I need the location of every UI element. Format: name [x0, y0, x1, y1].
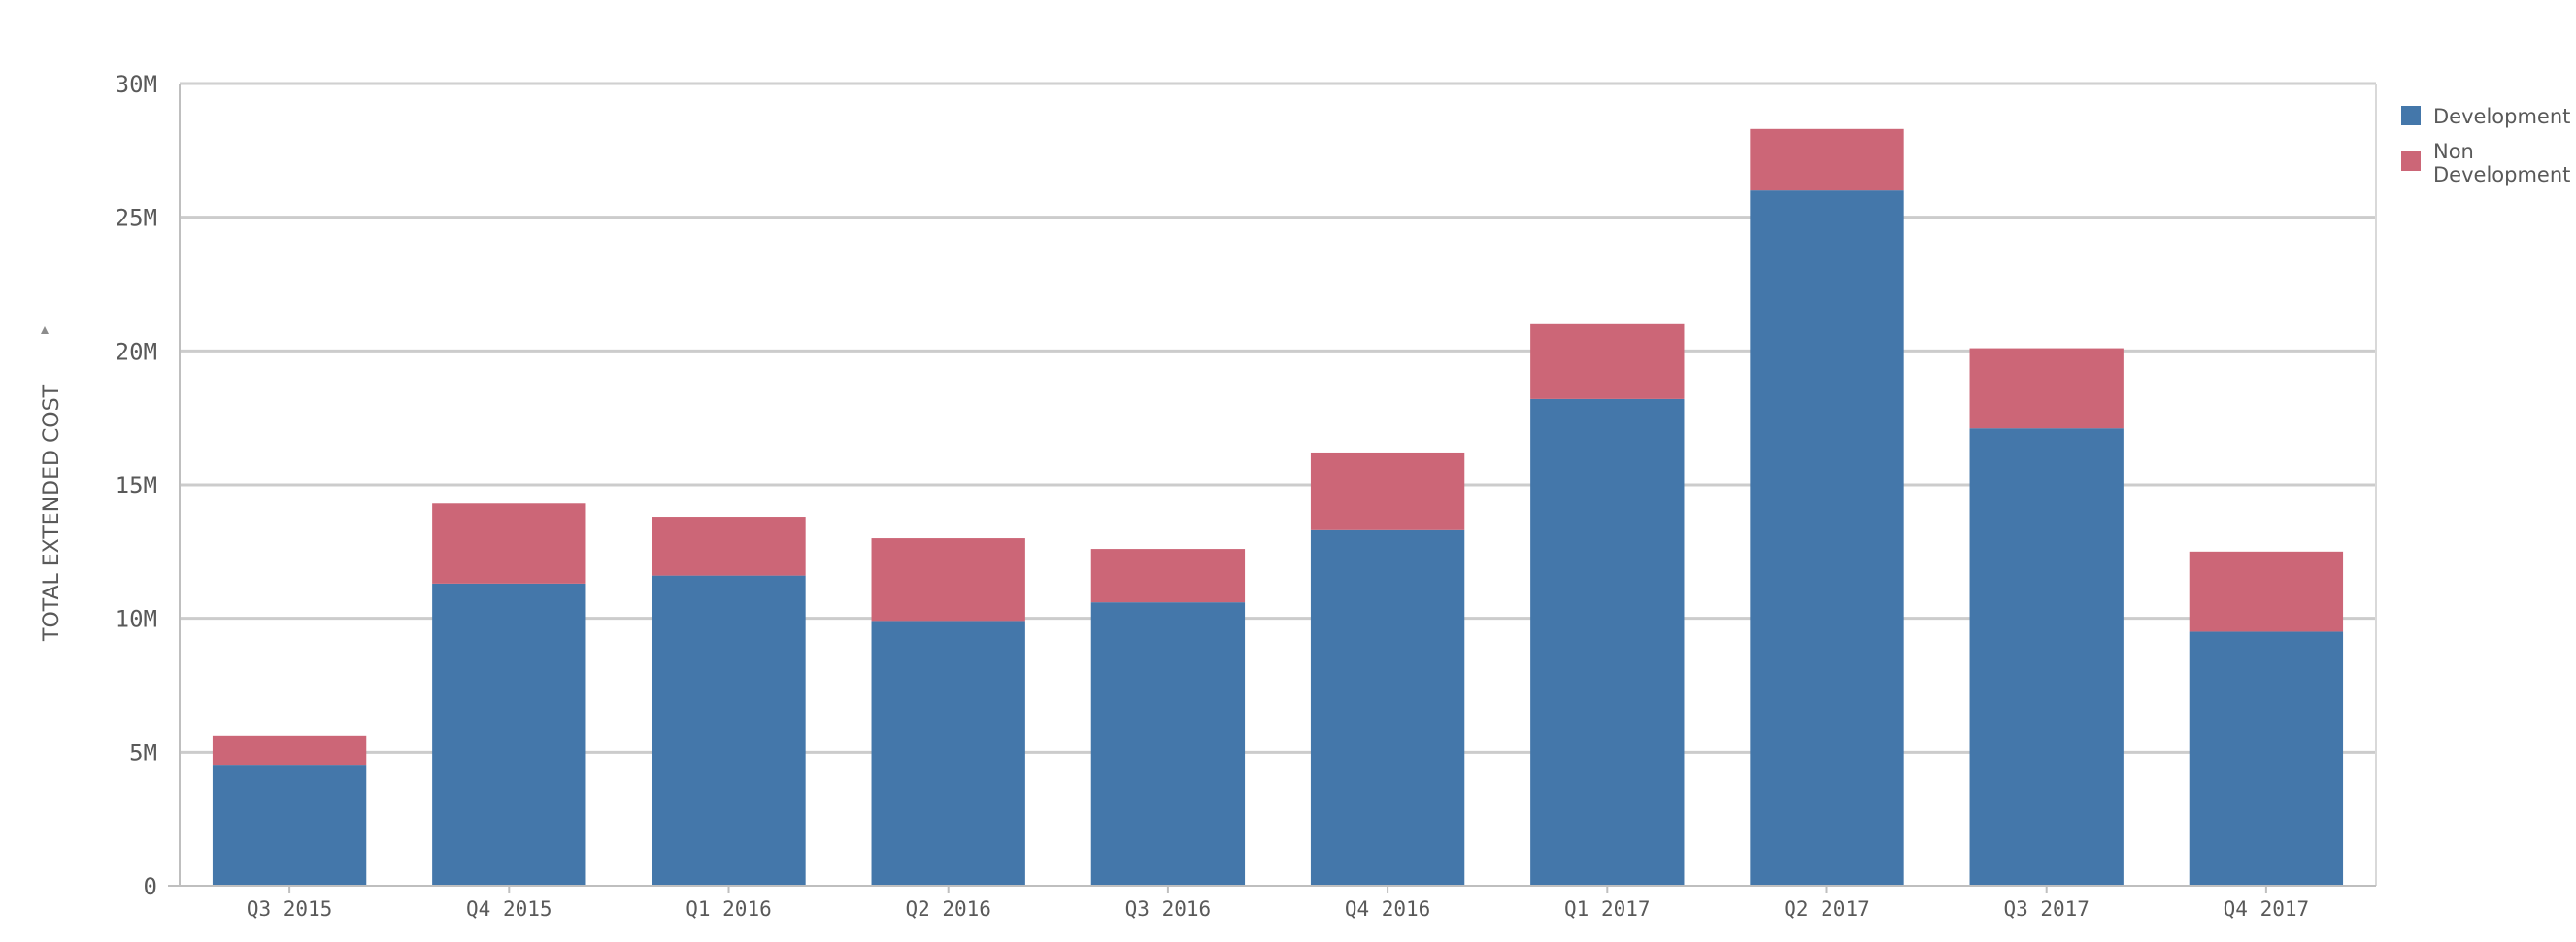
legend-swatch-non-development	[2401, 151, 2421, 171]
x-tick-label: Q4 2016	[1345, 897, 1431, 921]
legend-swatch-development	[2401, 106, 2421, 125]
caret-down-icon[interactable]	[41, 326, 49, 334]
legend-label-development[interactable]: Development	[2433, 105, 2570, 128]
bar-non-development[interactable]	[212, 735, 367, 766]
bar-non-development[interactable]	[1310, 452, 1465, 530]
bar-development[interactable]	[1310, 529, 1465, 886]
y-tick-label: 15M	[116, 472, 157, 499]
bar-non-development[interactable]	[432, 503, 586, 584]
bar-development[interactable]	[1750, 190, 1904, 887]
y-axis-title[interactable]: TOTAL EXTENDED COST	[40, 384, 64, 642]
bar-non-development[interactable]	[871, 538, 1025, 622]
x-tick-label: Q3 2015	[247, 897, 333, 921]
bar-development[interactable]	[871, 621, 1025, 886]
bar-development[interactable]	[432, 583, 586, 886]
bar-non-development[interactable]	[1090, 549, 1246, 603]
y-tick-label: 10M	[116, 606, 157, 633]
bar-development[interactable]	[212, 765, 367, 886]
bar-development[interactable]	[1969, 428, 2124, 886]
x-axis-ticks: Q3 2015 Q4 2015 Q1 2016 Q2 2016 Q3 2016 Q4 20…	[247, 886, 2309, 921]
axes	[168, 83, 2377, 887]
bar-non-development[interactable]	[1750, 128, 1904, 191]
bar-development[interactable]	[1530, 398, 1685, 886]
bar-development[interactable]	[1090, 602, 1246, 886]
x-tick-label: Q4 2015	[466, 897, 552, 921]
x-tick-label: Q1 2017	[1564, 897, 1651, 921]
bar-development[interactable]	[652, 575, 806, 886]
y-tick-label: 25M	[116, 205, 157, 232]
y-axis-title-group[interactable]: TOTAL EXTENDED COST	[40, 326, 64, 642]
bar-development[interactable]	[2189, 631, 2344, 886]
x-tick-label: Q4 2017	[2224, 897, 2310, 921]
bar-non-development[interactable]	[1969, 348, 2124, 429]
y-tick-label: 5M	[129, 739, 157, 766]
legend-label-line: Development	[2433, 163, 2570, 186]
y-tick-label: 0	[144, 873, 157, 900]
x-tick-label: Q2 2017	[1784, 897, 1870, 921]
bar-non-development[interactable]	[2189, 551, 2344, 632]
y-axis-ticks: 0 5M 10M 15M 20M 25M 30M	[116, 71, 157, 900]
x-tick-label: Q2 2016	[905, 897, 991, 921]
bar-non-development[interactable]	[1530, 323, 1685, 399]
x-tick-label: Q3 2017	[2003, 897, 2090, 921]
bar-non-development[interactable]	[652, 517, 806, 576]
y-tick-label: 20M	[116, 338, 157, 365]
x-tick-label: Q1 2016	[686, 897, 772, 921]
x-tick-label: Q3 2016	[1125, 897, 1212, 921]
legend-label-non-development[interactable]: Non Development	[2433, 140, 2570, 186]
legend-label-line: Non	[2433, 140, 2474, 163]
y-tick-label: 30M	[116, 71, 157, 98]
bars	[212, 128, 2344, 887]
